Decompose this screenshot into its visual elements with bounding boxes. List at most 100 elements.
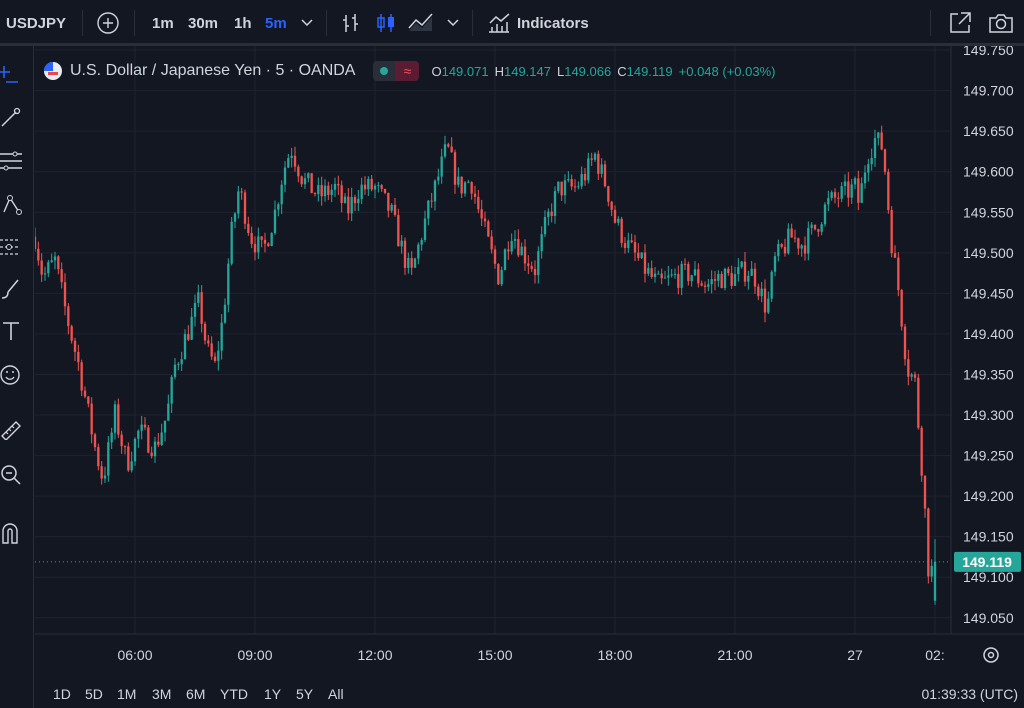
candle-body — [563, 180, 567, 196]
candle-body — [687, 263, 690, 282]
range-6m[interactable]: 6M — [186, 686, 206, 702]
candle-body — [70, 326, 73, 341]
candle-body — [683, 263, 687, 265]
compare-symbol-button[interactable] — [96, 0, 120, 46]
area-chart-icon — [408, 13, 433, 31]
range-3m[interactable]: 3M — [152, 686, 172, 702]
zoom-icon[interactable] — [0, 464, 22, 486]
candle-body — [803, 245, 807, 254]
candle-body — [400, 240, 403, 247]
candle-body — [350, 197, 353, 214]
screenshot-button[interactable] — [988, 0, 1014, 46]
utc-clock[interactable]: 01:39:33 (UTC) — [921, 686, 1018, 702]
candle-body — [780, 244, 783, 247]
candle-body — [170, 376, 173, 404]
candle-body — [530, 266, 533, 269]
candle-body — [927, 508, 930, 577]
candle-body — [440, 156, 443, 177]
candle-body — [330, 189, 333, 196]
candle-body — [430, 200, 433, 202]
bar-style-button[interactable] — [340, 0, 362, 46]
indicators-icon — [489, 13, 510, 33]
candle-body — [673, 273, 677, 275]
candle-body — [263, 239, 267, 244]
candle-body — [183, 334, 187, 360]
emoji-icon[interactable] — [0, 364, 22, 386]
price-tick-label: 149.650 — [963, 123, 1014, 139]
candle-body — [807, 228, 810, 254]
candle-body — [597, 153, 600, 174]
chart-type-dropdown[interactable] — [447, 0, 459, 46]
price-tick-label: 149.500 — [963, 245, 1014, 261]
candle-body — [137, 430, 140, 439]
area-chart-button[interactable] — [407, 0, 435, 46]
candle-body — [410, 257, 413, 268]
candle-body — [35, 236, 37, 249]
candle-body — [813, 224, 817, 230]
candle-body — [267, 243, 270, 247]
interval-5m[interactable]: 5m — [265, 14, 287, 32]
candle-body — [47, 262, 50, 274]
symbol-title[interactable]: U.S. Dollar / Japanese Yen · 5 · OANDA — [70, 62, 356, 79]
brush-icon[interactable] — [0, 278, 22, 300]
candle-body — [760, 288, 763, 297]
trendline-icon[interactable] — [0, 106, 22, 128]
range-1m[interactable]: 1M — [117, 686, 137, 702]
pattern-icon[interactable] — [0, 194, 22, 216]
price-tick-label: 149.550 — [963, 204, 1014, 220]
candle-body — [607, 186, 610, 202]
interval-dropdown[interactable] — [301, 0, 313, 46]
candle-body — [790, 228, 793, 238]
candle-body — [340, 185, 343, 203]
forecast-icon[interactable] — [0, 236, 22, 258]
market-status-pill[interactable]: ≈ — [373, 61, 420, 81]
candle-body — [703, 285, 707, 287]
magnet-icon[interactable] — [0, 522, 22, 544]
candle-body — [513, 238, 517, 241]
interval-30m[interactable]: 30m — [188, 14, 219, 32]
symbol-search[interactable]: USDJPY — [6, 14, 67, 32]
candle-body — [800, 245, 803, 249]
candle-body — [417, 244, 420, 259]
interval-1m[interactable]: 1m — [152, 14, 174, 32]
candle-body — [663, 277, 667, 279]
time-tick-label: 09:00 — [237, 647, 272, 663]
candle-body — [360, 184, 363, 199]
indicators-button[interactable]: Indicators — [487, 0, 589, 46]
text-icon[interactable] — [0, 320, 22, 342]
fib-icon[interactable] — [0, 150, 22, 172]
candle-body — [700, 283, 703, 286]
candle-body — [887, 171, 890, 211]
range-all[interactable]: All — [328, 686, 344, 702]
range-ytd[interactable]: YTD — [220, 686, 248, 702]
candle-body — [37, 248, 40, 261]
candles-button[interactable] — [375, 0, 397, 46]
price-chart[interactable]: 149.750 149.700 149.650 149.600 149.550 149.5… — [35, 46, 1024, 680]
fullscreen-button[interactable] — [948, 0, 972, 46]
candle-body — [293, 155, 297, 167]
ohlc-close: C149.119 — [617, 63, 673, 79]
candle-body — [423, 218, 427, 240]
ohlc-high: H149.147 — [494, 63, 551, 79]
candle-body — [193, 302, 197, 317]
candle-body — [573, 186, 577, 188]
candle-body — [933, 561, 937, 601]
range-5y[interactable]: 5Y — [296, 686, 314, 702]
candle-body — [60, 269, 63, 283]
time-tick-label: 27 — [847, 647, 863, 663]
candle-body — [843, 181, 847, 187]
candle-body — [603, 164, 607, 187]
interval-1h[interactable]: 1h — [234, 14, 252, 32]
candle-body — [643, 252, 647, 274]
range-1d[interactable]: 1D — [53, 686, 71, 702]
candle-body — [103, 475, 107, 479]
settings-icon[interactable] — [983, 647, 999, 663]
candle-body — [860, 183, 863, 203]
candle-body — [397, 214, 400, 247]
range-5d[interactable]: 5D — [85, 686, 103, 702]
candle-body — [117, 404, 120, 435]
range-1y[interactable]: 1Y — [264, 686, 282, 702]
crosshair-icon[interactable] — [0, 64, 22, 86]
ruler-icon[interactable] — [0, 418, 22, 440]
candle-body — [817, 229, 820, 232]
